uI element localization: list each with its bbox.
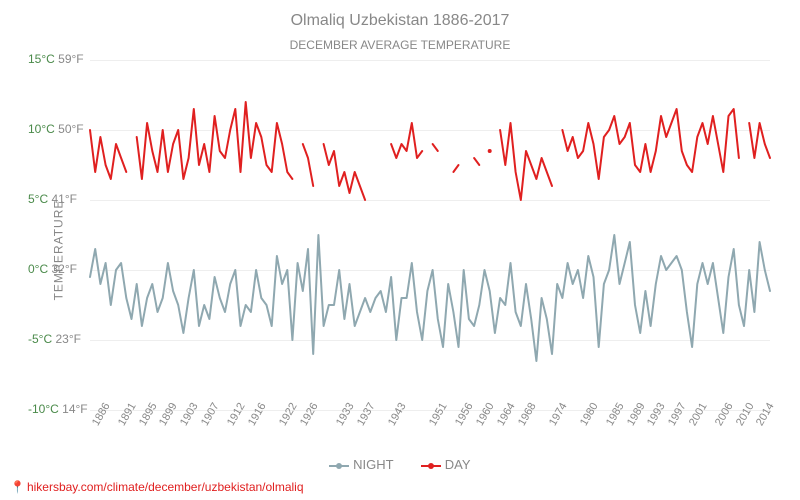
legend-night: NIGHT <box>329 457 393 472</box>
temperature-chart: Olmaliq Uzbekistan 1886-2017 DECEMBER AV… <box>0 0 800 500</box>
legend: NIGHT DAY <box>0 457 800 472</box>
legend-day-marker <box>421 465 441 467</box>
legend-day-label: DAY <box>445 457 471 472</box>
pin-icon: 📍 <box>10 480 25 494</box>
source-url: hikersbay.com/climate/december/uzbekista… <box>27 480 304 494</box>
legend-night-label: NIGHT <box>353 457 393 472</box>
legend-night-marker <box>329 465 349 467</box>
legend-day: DAY <box>421 457 470 472</box>
source-link[interactable]: 📍hikersbay.com/climate/december/uzbekist… <box>10 480 304 494</box>
